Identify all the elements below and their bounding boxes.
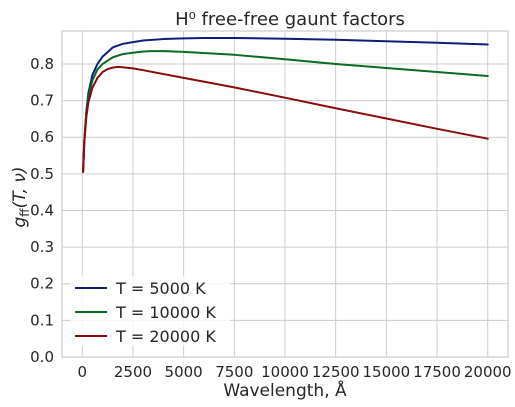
- x-axis-label: Wavelength, Å: [223, 379, 347, 401]
- y-axis-label: gff(T, ν): [10, 166, 32, 227]
- tick-labels: 0 2500 5000 7500 10000 12500 15000 17500 20000 0.…: [30, 55, 511, 381]
- legend-label: T = 20000 K: [115, 327, 216, 346]
- y-tick-label: 0.5: [30, 165, 54, 183]
- y-tick-label: 0.0: [30, 348, 54, 366]
- y-tick-label: 0.6: [30, 128, 54, 146]
- legend: T = 5000 K T = 10000 K T = 20000 K: [75, 279, 216, 346]
- legend-label: T = 10000 K: [115, 303, 216, 322]
- x-tick-label: 7500: [215, 363, 253, 381]
- chart-title: H⁰ free-free gaunt factors: [175, 9, 405, 30]
- x-tick-label: 12500: [312, 363, 360, 381]
- x-tick-label: 17500: [413, 363, 461, 381]
- y-tick-label: 0.3: [30, 238, 54, 256]
- x-tick-label: 2500: [114, 363, 152, 381]
- series-lines: [82, 36, 489, 174]
- y-tick-label: 0.4: [30, 201, 54, 219]
- x-tick-label: 0: [77, 363, 87, 381]
- series-line: [82, 50, 489, 174]
- legend-label: T = 5000 K: [115, 279, 206, 298]
- plot-frame: [61, 30, 509, 358]
- x-tick-label: 5000: [165, 363, 203, 381]
- y-tick-label: 0.2: [30, 275, 54, 293]
- y-tick-label: 0.8: [30, 55, 54, 73]
- x-tick-label: 20000: [464, 363, 512, 381]
- y-tick-label: 0.7: [30, 92, 54, 110]
- series-line: [82, 65, 489, 174]
- y-tick-label: 0.1: [30, 311, 54, 329]
- x-tick-label: 15000: [363, 363, 411, 381]
- x-tick-label: 10000: [261, 363, 309, 381]
